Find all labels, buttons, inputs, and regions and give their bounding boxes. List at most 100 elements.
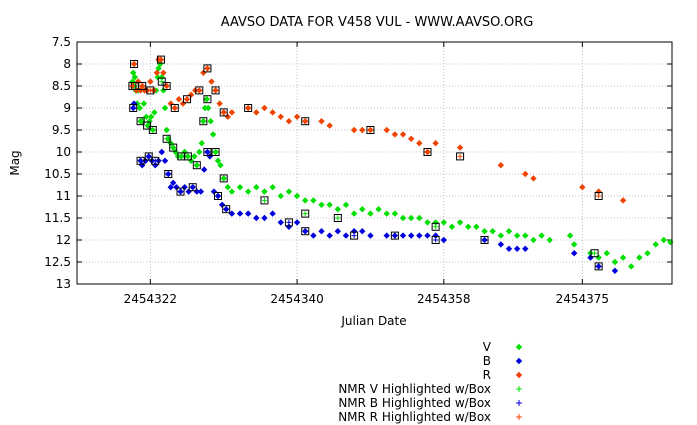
point-v [136, 104, 143, 112]
point-nmr-r-boxed [203, 64, 212, 73]
y-tick-labels: 7.5 8 8.5 9 9.5 10 10.5 11 11.5 12 12.5 13 [44, 35, 71, 291]
grid [77, 41, 672, 285]
point-b [293, 219, 301, 226]
point-v [302, 197, 309, 204]
point-nmr-v-boxed [431, 222, 440, 231]
point-v [224, 184, 231, 191]
point-v [375, 206, 382, 213]
point-nmr-r-boxed [170, 104, 179, 112]
point-v [154, 74, 161, 81]
point-v [161, 104, 169, 112]
point-v [143, 113, 150, 120]
y-tick-label: 7.5 [52, 35, 71, 49]
point-nmr-r-boxed [156, 55, 165, 64]
point-v [285, 188, 293, 195]
point-v [217, 162, 224, 169]
point-b [210, 188, 218, 195]
point-b [318, 228, 325, 235]
legend-label: B [483, 354, 491, 368]
point-nmr-b-boxed [222, 205, 231, 214]
point-nmr-b-boxed [151, 156, 160, 165]
point-nmr-v-boxed [148, 126, 157, 134]
point-nmr-b-boxed [176, 187, 185, 196]
point-v [214, 157, 222, 164]
legend-label: NMR V Highlighted w/Box [338, 382, 491, 396]
point-r [277, 113, 284, 120]
point-nmr-r-boxed [244, 104, 253, 112]
point-v [407, 214, 415, 222]
y-tick-label: 9.5 [52, 123, 71, 137]
point-v [619, 254, 627, 261]
point-nmr-b-boxed [144, 152, 153, 161]
point-nmr-v-boxed [590, 249, 599, 258]
point-v [198, 140, 205, 147]
point-v [628, 263, 635, 270]
point-b [350, 228, 358, 235]
legend-marker-r [515, 371, 523, 379]
point-v [424, 219, 431, 226]
point-v [448, 223, 456, 230]
point-nmr-r-boxed [162, 82, 171, 90]
point-nmr-b-boxed [188, 183, 197, 192]
point-v [465, 223, 472, 230]
point-nmr-v-boxed [183, 152, 192, 161]
x-tick-label: 2454358 [417, 292, 470, 306]
point-b [359, 228, 366, 235]
y-tick-label: 8.5 [52, 79, 71, 93]
point-r [187, 91, 195, 98]
point-v [277, 192, 284, 200]
chart-title: AAVSO DATA FOR V458 VUL - WWW.AAVSO.ORG [221, 15, 534, 30]
point-v [497, 232, 505, 239]
point-r [133, 87, 140, 94]
point-r [200, 69, 207, 76]
point-b [236, 210, 244, 217]
point-r [147, 78, 154, 85]
point-v [156, 60, 164, 68]
y-tick-label: 8 [63, 57, 71, 71]
point-b [200, 166, 208, 173]
point-v [652, 241, 659, 248]
point-b [261, 214, 268, 222]
point-b [253, 214, 260, 222]
x-tick-label: 2454375 [556, 292, 609, 306]
point-v [160, 87, 167, 94]
point-nmr-v-boxed [211, 148, 220, 156]
point-v [201, 104, 209, 112]
point-r [293, 113, 301, 120]
point-nmr-r-boxed [594, 192, 603, 200]
legend-marker-nmr-r [516, 414, 522, 420]
point-b [326, 232, 333, 239]
point-v [416, 214, 423, 222]
point-r [595, 188, 602, 195]
point-b [522, 245, 529, 252]
point-v [131, 74, 139, 81]
point-v [489, 228, 496, 235]
point-nmr-b-boxed [214, 192, 223, 200]
point-r [175, 96, 183, 103]
y-tick-label: 12.5 [44, 255, 71, 269]
point-v [151, 109, 158, 116]
point-v [570, 241, 578, 248]
legend-marker-v [515, 343, 523, 351]
point-nmr-b-boxed [301, 227, 310, 236]
point-v [611, 258, 619, 266]
legend-marker-b [515, 357, 523, 365]
point-v [481, 228, 488, 235]
point-v [140, 100, 148, 107]
point-v [207, 118, 214, 125]
point-b [432, 232, 439, 239]
point-b [181, 184, 188, 191]
point-b [383, 232, 390, 239]
point-b [497, 241, 505, 248]
point-v [205, 104, 212, 112]
point-b [570, 250, 578, 257]
point-v [293, 192, 301, 200]
point-b [416, 232, 423, 239]
point-v [147, 113, 155, 120]
point-v [587, 250, 594, 257]
point-r [253, 109, 260, 116]
point-v [129, 78, 136, 85]
plot-frame [76, 41, 673, 285]
point-nmr-r-boxed [195, 86, 204, 95]
